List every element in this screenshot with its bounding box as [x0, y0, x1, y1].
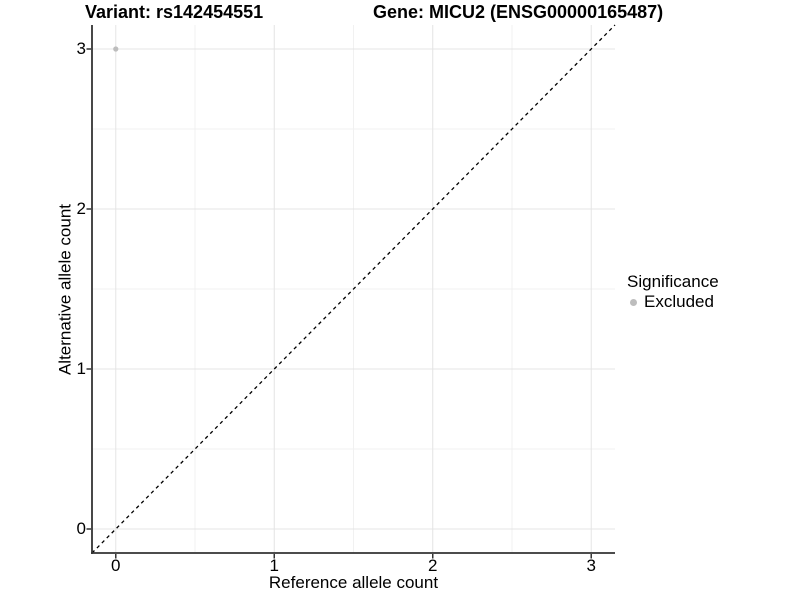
- y-axis-title: Alternative allele count: [55, 203, 75, 376]
- y-tick-label: 0: [76, 519, 86, 538]
- legend-items: Excluded: [627, 292, 719, 312]
- legend-key-dot: [630, 298, 637, 306]
- x-tick-label: 2: [428, 556, 438, 575]
- x-tick-label: 3: [586, 556, 596, 575]
- x-tick-label: 1: [269, 556, 279, 575]
- y-tick-label: 3: [76, 39, 86, 58]
- y-tick-label: 1: [76, 359, 86, 378]
- legend: Significance Excluded: [627, 271, 719, 312]
- plot-title-variant: Variant: rs142454551: [85, 2, 264, 22]
- y-tick-label: 2: [76, 199, 86, 218]
- x-axis-title: Reference allele count: [268, 573, 439, 592]
- x-tick-label: 0: [111, 556, 121, 575]
- identity-reference-line: [91, 24, 616, 554]
- data-point: [113, 46, 119, 52]
- legend-title: Significance: [627, 272, 719, 291]
- legend-item-label: Excluded: [644, 292, 714, 311]
- legend-item: Excluded: [627, 292, 719, 312]
- plot-title-gene: Gene: MICU2 (ENSG00000165487): [373, 2, 664, 22]
